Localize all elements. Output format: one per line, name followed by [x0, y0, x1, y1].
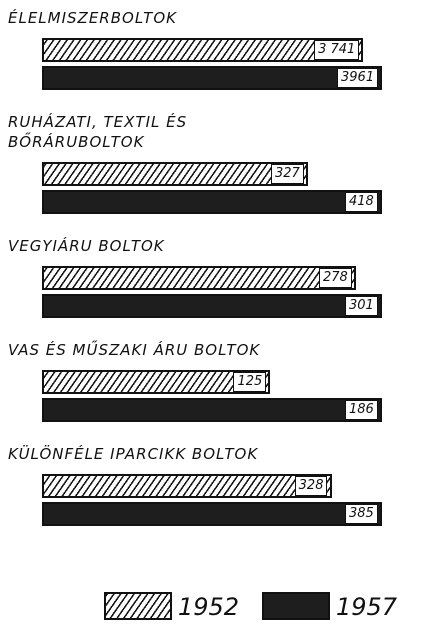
legend-label: 1957	[336, 593, 398, 621]
bar	[42, 398, 382, 422]
category-label: VEGYIÁRU BOLTOK	[8, 237, 165, 255]
category-label: ÉLELMISZERBOLTOK	[8, 9, 177, 27]
bar	[42, 66, 382, 90]
value-label: 385	[345, 504, 378, 524]
bar	[42, 474, 332, 498]
category-label: RUHÁZATI, TEXTIL ÉS BŐRÁRUBOLTOK	[8, 113, 188, 151]
value-label: 186	[345, 400, 378, 420]
bar	[42, 38, 364, 62]
category-label: KÜLÖNFÉLE IPARCIKK BOLTOK	[8, 445, 259, 463]
value-label: 278	[319, 268, 352, 288]
bar	[42, 266, 357, 290]
value-label: 327	[270, 164, 304, 184]
legend-swatch	[262, 592, 330, 620]
value-label: 301	[345, 296, 378, 316]
value-label: 125	[233, 372, 267, 392]
bar	[42, 190, 382, 214]
legend-label: 1952	[178, 593, 240, 621]
value-label: 328	[294, 476, 328, 496]
category-label: VAS ÉS MŰSZAKI ÁRU BOLTOK	[8, 341, 261, 359]
bar	[42, 162, 308, 186]
bar	[42, 502, 382, 526]
value-label: 3 741	[314, 40, 360, 60]
bar	[42, 370, 271, 394]
legend-swatch	[104, 592, 172, 620]
value-label: 3961	[337, 68, 379, 88]
value-label: 418	[345, 192, 378, 212]
bar	[42, 294, 382, 318]
